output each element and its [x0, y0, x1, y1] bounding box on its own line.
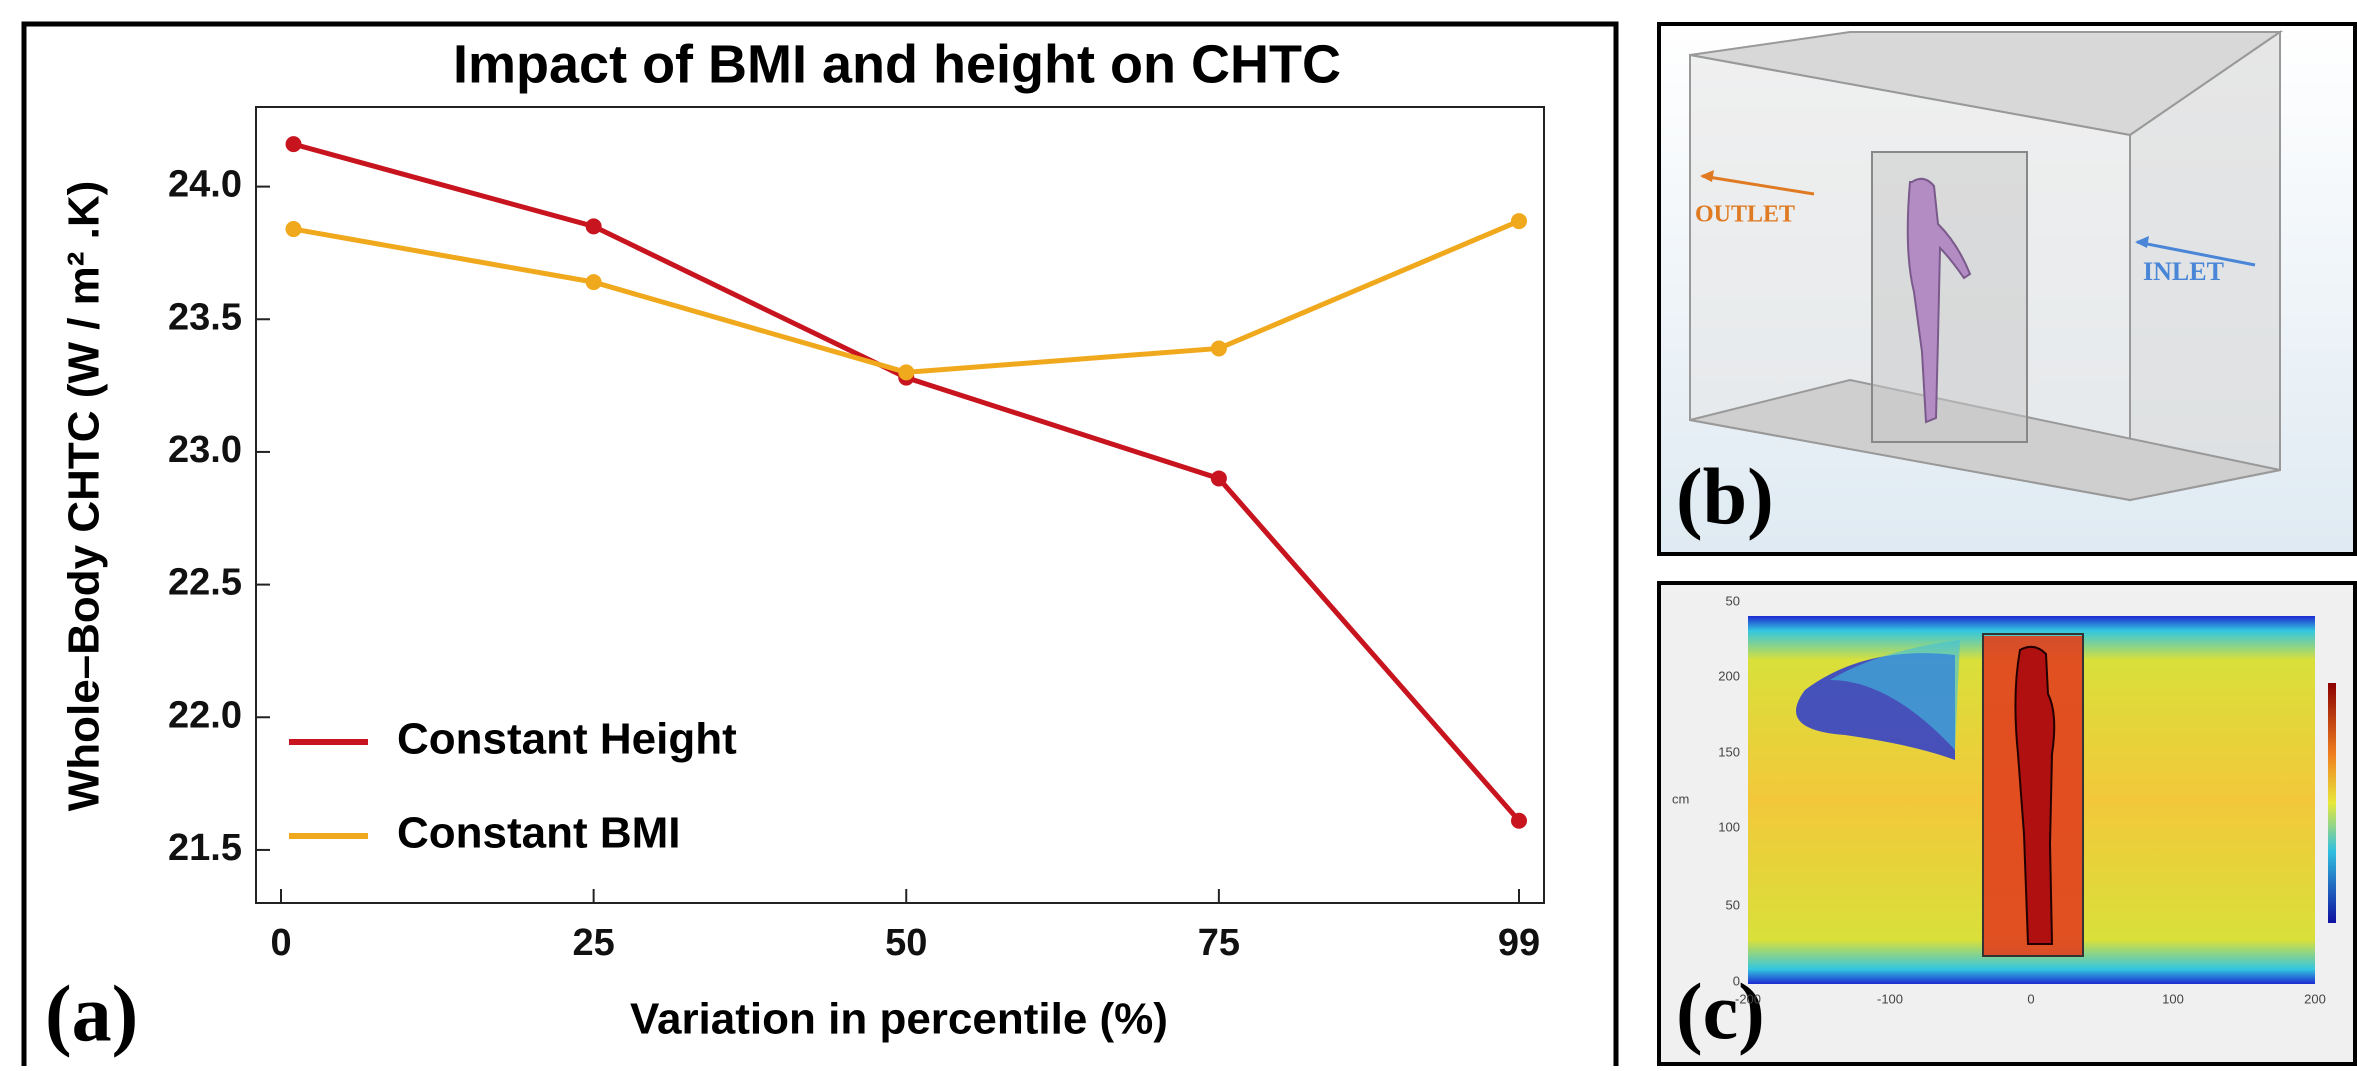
y-tick-label: 22.0 [168, 694, 242, 736]
x-tick-label: 75 [1198, 922, 1240, 964]
data-point [1511, 213, 1527, 229]
panel-c-x-tick: -100 [1877, 991, 1903, 1006]
panel-c-y-tick: 0 [1733, 973, 1740, 988]
x-tick-label: 99 [1498, 922, 1540, 964]
panel-b: OUTLET INLET (b) [1659, 24, 2355, 554]
panel-c-x-tick: 0 [2027, 991, 2034, 1006]
data-point [286, 136, 302, 152]
x-tick-label: 25 [572, 922, 614, 964]
y-tick-label: 23.5 [168, 296, 242, 338]
legend-label: Constant BMI [397, 809, 681, 858]
panel-label: (c) [1676, 968, 1765, 1056]
panel-c-x-tick: 200 [2304, 991, 2326, 1006]
panel-label: (a) [45, 970, 138, 1058]
panel-label: (b) [1676, 453, 1774, 541]
panel-c-y-tick: 100 [1718, 819, 1740, 834]
panel-a-frame [24, 24, 1616, 1066]
data-point [1511, 813, 1527, 829]
chart-title: Impact of BMI and height on CHTC [453, 34, 1341, 94]
x-axis-label: Variation in percentile (%) [630, 995, 1168, 1044]
y-tick-label: 23.0 [168, 429, 242, 471]
panel-c-y-tick: 50 [1726, 897, 1740, 912]
y-tick-label: 21.5 [168, 827, 242, 869]
y-axis-label: Whole–Body CHTC (W / m² .K) [60, 181, 109, 812]
panel-c-x-tick: 100 [2162, 991, 2184, 1006]
data-point [586, 218, 602, 234]
panel-c-y-tick: 200 [1718, 668, 1740, 683]
figure: Impact of BMI and height on CHTC Variati… [0, 0, 2357, 1066]
page: Impact of BMI and height on CHTC Variati… [0, 0, 2357, 1066]
inlet-label: INLET [2143, 257, 2224, 286]
inner-box [1872, 152, 2027, 442]
panel-c-y-tick: 150 [1718, 744, 1740, 759]
data-point [286, 221, 302, 237]
x-tick-label: 50 [885, 922, 927, 964]
y-tick-label: 22.5 [168, 562, 242, 604]
panel-c-unit: cm [1672, 791, 1689, 806]
x-tick-label: 0 [270, 922, 291, 964]
panel-c-y-tick: 50 [1726, 593, 1740, 608]
outlet-label: OUTLET [1695, 202, 1795, 228]
panel-c-x-tick: -200 [1735, 991, 1761, 1006]
colorbar [2328, 683, 2336, 923]
panel-c: (c) [1659, 583, 2355, 1064]
data-point [898, 364, 914, 380]
y-tick-label: 24.0 [168, 164, 242, 206]
data-point [1211, 470, 1227, 486]
data-point [586, 274, 602, 290]
legend-label: Constant Height [397, 715, 737, 764]
data-point [1211, 340, 1227, 356]
